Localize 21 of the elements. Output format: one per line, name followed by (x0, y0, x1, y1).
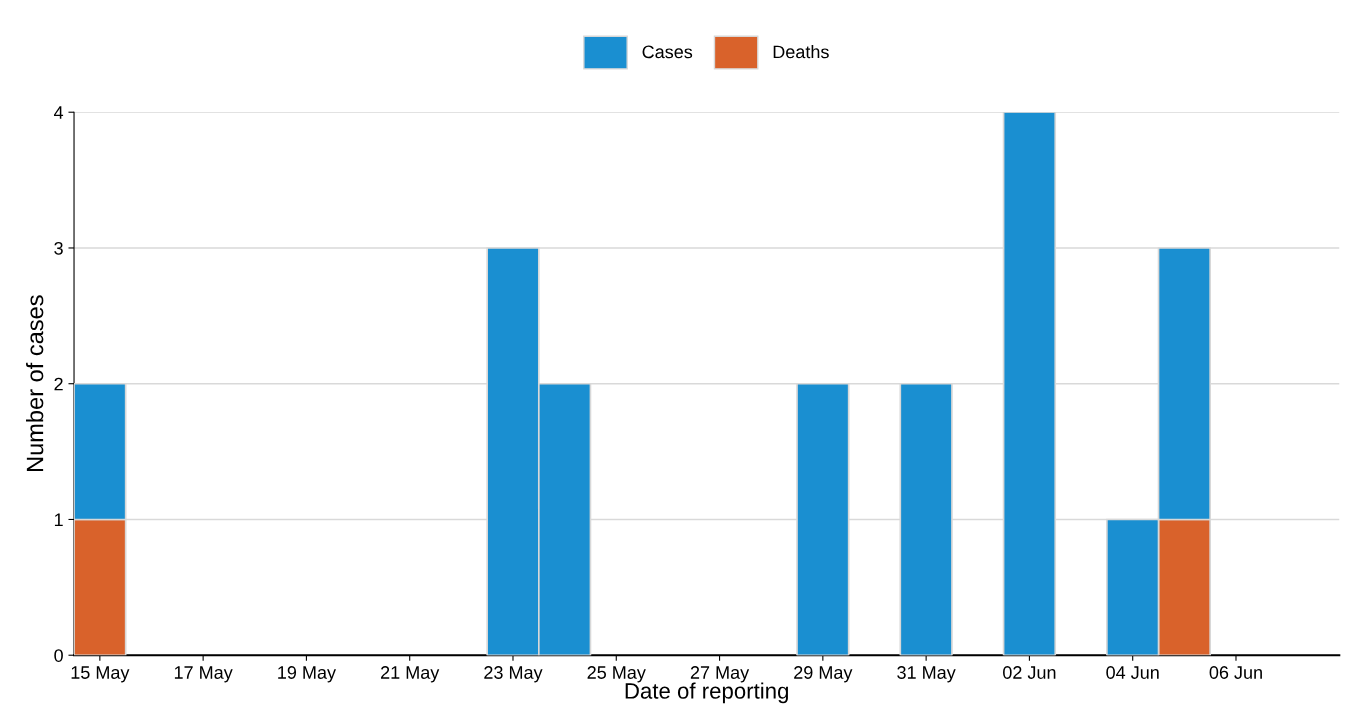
legend-label: Cases (642, 45, 693, 59)
x-tick-label: 02 Jun (1003, 666, 1056, 679)
x-tick-label: 21 May (381, 666, 440, 683)
x-tick-label: 23 May (484, 666, 543, 683)
y-tick-label: 0 (54, 649, 63, 662)
y-tick-label: 3 (54, 241, 63, 255)
x-tick-label: 31 May (897, 666, 956, 683)
x-tick-label: 27 May (690, 666, 750, 683)
y-tick-label: 1 (54, 513, 63, 527)
x-tick-label: 06 Jun (1209, 666, 1262, 679)
legend-label: Deaths (773, 44, 829, 59)
x-tick-label: 17 May (174, 666, 233, 683)
x-axis-title: Date of reporting (625, 682, 788, 704)
x-tick-label: 04 Jun (1106, 666, 1159, 679)
y-axis-title: Number of cases (26, 295, 44, 472)
x-tick-label: 15 May (71, 666, 130, 683)
y-tick-label: 4 (53, 106, 64, 119)
y-tick-label: 2 (54, 377, 63, 391)
x-tick-label: 25 May (587, 666, 646, 683)
x-tick-label: 19 May (278, 666, 336, 683)
x-tick-label: 29 May (794, 666, 853, 683)
